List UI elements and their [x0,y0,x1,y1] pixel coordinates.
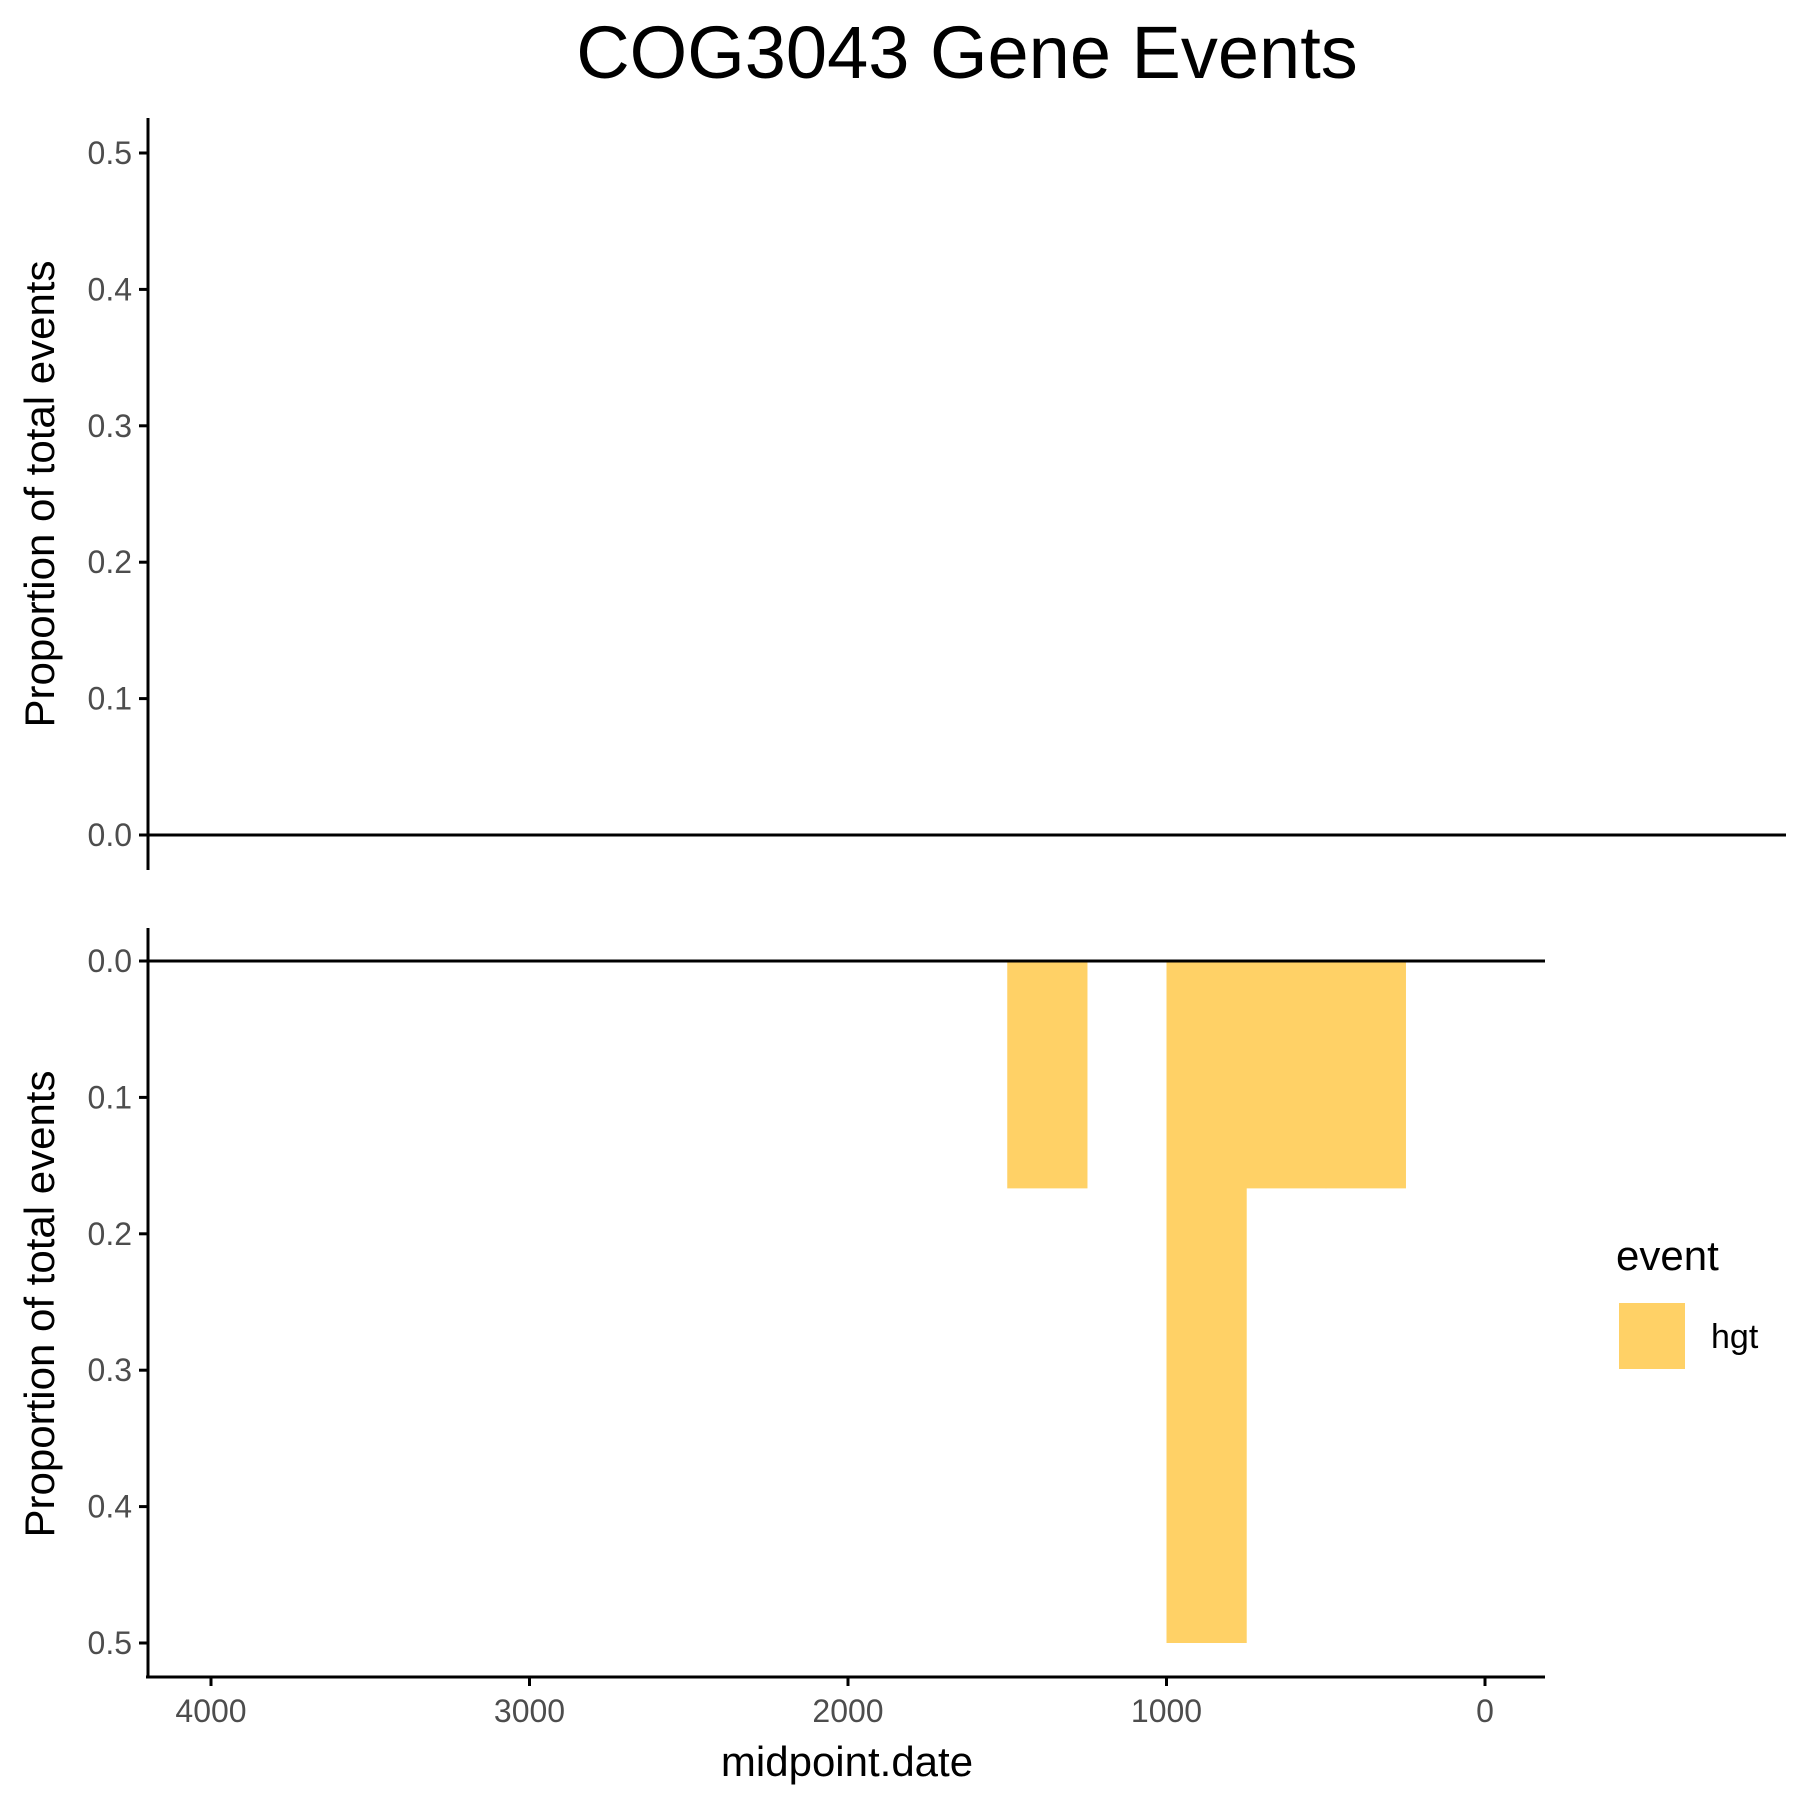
top-y-tick-label: 0.0 [88,817,132,853]
bottom-y-tick-label: 0.1 [88,1079,132,1115]
top-y-axis: 0.0 0.1 0.2 0.3 0.4 0.5 [88,135,148,853]
top-y-tick-label: 0.2 [88,544,132,580]
legend: event hgt [1616,1232,1759,1369]
bar-hgt [1166,961,1247,1643]
legend-label-hgt: hgt [1711,1318,1759,1356]
top-y-axis-title: Proportion of total events [16,261,63,728]
bottom-y-tick-label: 0.4 [88,1489,132,1525]
bottom-y-axis-title: Proportion of total events [16,1071,63,1538]
top-y-tick-label: 0.3 [88,408,132,444]
bottom-y-tick-label: 0.2 [88,1216,132,1252]
x-axis-title: midpoint.date [721,1738,973,1785]
bar-hgt [1007,961,1088,1189]
top-panel: Proportion of total events 0.00.10.20.30… [16,118,1786,870]
bar-hgt [1246,961,1327,1189]
bottom-y-tick-label: 0.3 [88,1352,132,1388]
x-tick-label: 2000 [812,1693,883,1729]
x-tick-label: 0 [1476,1693,1494,1729]
x-tick-label: 3000 [494,1693,565,1729]
bottom-y-tick-label: 0.5 [88,1625,132,1661]
bottom-y-axis: 0.0 0.1 0.2 0.3 0.4 0.5 [88,943,148,1661]
top-y-tick-label: 0.4 [88,271,132,307]
legend-key-hgt [1619,1303,1685,1369]
bottom-panel: Proportion of total events 0.00.10.20.30… [16,928,1545,1785]
x-tick-label: 1000 [1131,1693,1202,1729]
x-tick-label: 4000 [175,1693,246,1729]
bottom-bars [1007,961,1406,1643]
bar-hgt [1325,961,1406,1189]
chart-title: COG3043 Gene Events [576,11,1358,94]
top-y-tick-label: 0.1 [88,681,132,717]
x-axis: 4000 3000 2000 1000 0 [175,1677,1494,1729]
bottom-y-tick-label: 0.0 [88,943,132,979]
legend-title: event [1616,1232,1719,1279]
top-y-tick-label: 0.5 [88,135,132,171]
